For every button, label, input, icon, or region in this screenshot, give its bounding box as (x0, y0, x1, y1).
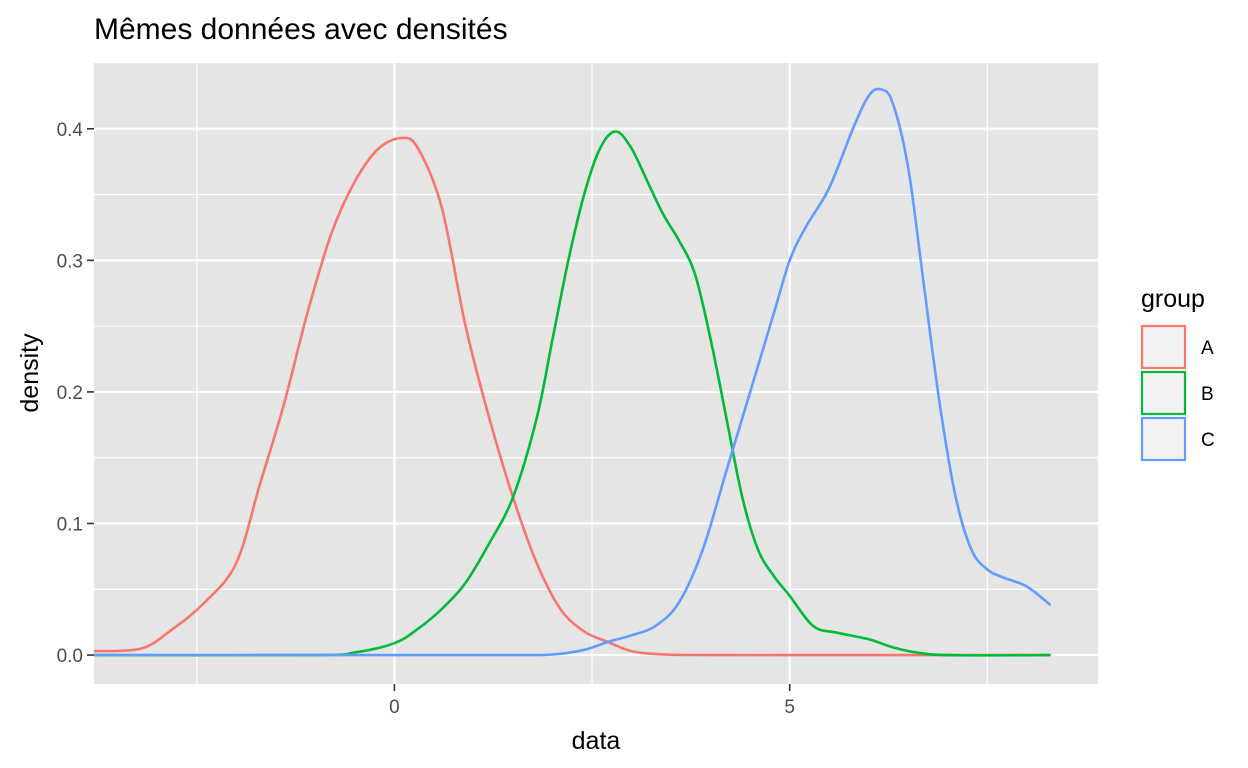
legend-label-c: C (1201, 430, 1215, 451)
legend-title: group (1141, 285, 1205, 313)
density-line-c (93, 87, 1052, 657)
y-tick-label: 0.2 (57, 383, 83, 404)
legend: group A B C (1140, 285, 1215, 462)
x-axis-title: data (572, 727, 621, 755)
legend-key-c (1140, 416, 1187, 462)
legend-key-a (1140, 324, 1187, 370)
legend-label-b: B (1201, 384, 1214, 405)
y-tick-label: 0.3 (57, 251, 83, 272)
chart-title: Mêmes données avec densités (94, 13, 508, 46)
density-line-a (93, 136, 1051, 657)
x-tick-label: 5 (784, 697, 795, 718)
x-tick-label: 0 (389, 697, 400, 718)
series-layer (93, 87, 1052, 657)
grid-minor (94, 63, 1098, 684)
density-line-b (93, 130, 1051, 657)
legend-label-a: A (1201, 338, 1214, 359)
y-tick-label: 0.1 (57, 514, 83, 535)
y-axis-title: density (16, 333, 44, 413)
y-axis: 0.0 0.1 0.2 0.3 0.4 (57, 120, 94, 667)
y-tick-label: 0.4 (57, 120, 84, 141)
y-tick-label: 0.0 (57, 646, 83, 667)
plot-panel (94, 63, 1098, 684)
legend-key-b (1140, 370, 1187, 416)
